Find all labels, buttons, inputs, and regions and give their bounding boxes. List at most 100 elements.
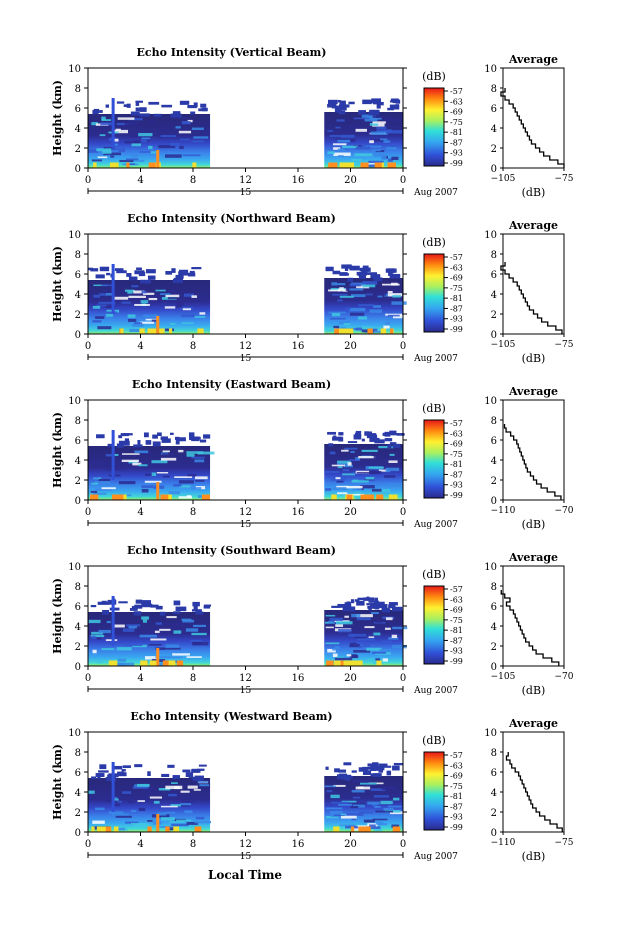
echo-texture bbox=[101, 119, 112, 122]
echo-texture bbox=[333, 784, 346, 787]
echo-cell bbox=[161, 773, 170, 778]
average-x-label: (dB) bbox=[522, 850, 546, 863]
echo-texture bbox=[186, 453, 195, 457]
echo-texture bbox=[349, 644, 360, 648]
strong-echo bbox=[108, 660, 118, 666]
average-y-tick-label: 2 bbox=[491, 476, 497, 487]
echo-texture bbox=[363, 819, 375, 823]
echo-texture bbox=[125, 821, 139, 824]
echo-texture bbox=[350, 312, 365, 316]
echo-texture bbox=[153, 800, 160, 804]
echo-cell bbox=[356, 271, 368, 276]
echo-texture bbox=[324, 785, 336, 788]
echo-texture bbox=[328, 620, 334, 624]
echo-texture bbox=[107, 148, 126, 150]
echo-cell bbox=[201, 107, 208, 112]
echo-texture bbox=[160, 457, 177, 461]
strong-echo bbox=[339, 162, 348, 168]
echo-texture bbox=[351, 480, 369, 483]
strong-echo bbox=[90, 494, 99, 500]
echo-texture bbox=[116, 647, 132, 651]
echo-texture bbox=[173, 483, 182, 487]
echo-texture bbox=[391, 301, 407, 305]
echo-texture bbox=[373, 803, 378, 807]
echo-cell bbox=[356, 600, 365, 606]
echo-texture bbox=[387, 805, 402, 808]
echo-texture bbox=[160, 293, 171, 295]
echo-texture bbox=[346, 485, 363, 489]
echo-cell bbox=[339, 272, 348, 276]
echo-texture bbox=[380, 640, 392, 644]
x-tick-label: 20 bbox=[344, 507, 357, 518]
echo-texture bbox=[362, 281, 378, 285]
echo-texture bbox=[332, 653, 338, 658]
echo-texture bbox=[178, 496, 193, 499]
echo-texture bbox=[362, 284, 376, 288]
strong-echo bbox=[192, 162, 197, 168]
echo-texture bbox=[369, 123, 379, 126]
echo-cell bbox=[370, 768, 376, 771]
echo-texture bbox=[144, 480, 162, 483]
echo-texture bbox=[191, 632, 207, 636]
echo-cell bbox=[339, 773, 348, 777]
echo-texture bbox=[128, 134, 141, 138]
day-label: 15 bbox=[240, 188, 252, 198]
echo-texture bbox=[335, 126, 341, 129]
echo-cell bbox=[343, 604, 352, 609]
echo-texture bbox=[155, 656, 171, 659]
echo-cell bbox=[178, 269, 189, 275]
echo-texture bbox=[162, 450, 170, 453]
echo-texture bbox=[128, 118, 143, 121]
strong-echo bbox=[392, 826, 401, 832]
echo-texture bbox=[388, 460, 398, 463]
echo-texture bbox=[140, 300, 149, 304]
y-tick-label: 4 bbox=[75, 788, 81, 799]
average-y-tick-label: 2 bbox=[491, 642, 497, 653]
average-x-label: (dB) bbox=[522, 186, 546, 199]
strong-echo bbox=[376, 494, 384, 500]
echo-cell bbox=[378, 604, 388, 609]
echo-texture bbox=[385, 321, 391, 325]
echo-cell bbox=[181, 273, 190, 276]
echo-texture bbox=[131, 822, 148, 825]
echo-cell bbox=[389, 273, 401, 279]
echo-cell bbox=[344, 774, 352, 779]
echo-cell bbox=[134, 604, 143, 609]
average-y-tick-label: 2 bbox=[491, 144, 497, 155]
echo-texture bbox=[344, 447, 358, 450]
echo-cell bbox=[124, 438, 130, 443]
echo-texture bbox=[185, 628, 199, 632]
echo-texture bbox=[124, 122, 139, 126]
echo-texture bbox=[112, 797, 118, 799]
echo-cell bbox=[173, 600, 181, 606]
echo-texture bbox=[375, 810, 394, 813]
echo-texture bbox=[329, 317, 346, 320]
echo-cell bbox=[354, 432, 361, 436]
y-axis-label: Height (km) bbox=[51, 80, 64, 156]
echo-cell bbox=[159, 611, 166, 616]
average-x-tick-label: −70 bbox=[555, 672, 574, 682]
echo-texture bbox=[92, 305, 101, 309]
echo-texture bbox=[349, 288, 364, 291]
echo-cell bbox=[135, 107, 146, 112]
echo-texture bbox=[329, 451, 336, 455]
echo-texture bbox=[392, 315, 411, 319]
echo-cell bbox=[331, 105, 343, 109]
echo-texture bbox=[372, 818, 388, 821]
average-y-tick-label: 6 bbox=[491, 602, 497, 613]
x-tick-label: 12 bbox=[239, 673, 252, 684]
echo-texture bbox=[350, 451, 355, 453]
echo-texture bbox=[392, 626, 408, 630]
echo-cell bbox=[90, 268, 99, 272]
echo-texture bbox=[346, 813, 364, 816]
echo-texture bbox=[169, 322, 176, 325]
colorbar-tick-label: -93 bbox=[450, 315, 463, 324]
echo-texture bbox=[351, 655, 359, 659]
echo-texture bbox=[361, 449, 378, 452]
colorbar-tick-label: -75 bbox=[450, 284, 463, 293]
echo-texture bbox=[111, 453, 119, 456]
echo-cell bbox=[140, 279, 151, 284]
echo-texture bbox=[165, 154, 182, 158]
echo-cell bbox=[171, 268, 176, 273]
echo-texture bbox=[141, 488, 149, 493]
